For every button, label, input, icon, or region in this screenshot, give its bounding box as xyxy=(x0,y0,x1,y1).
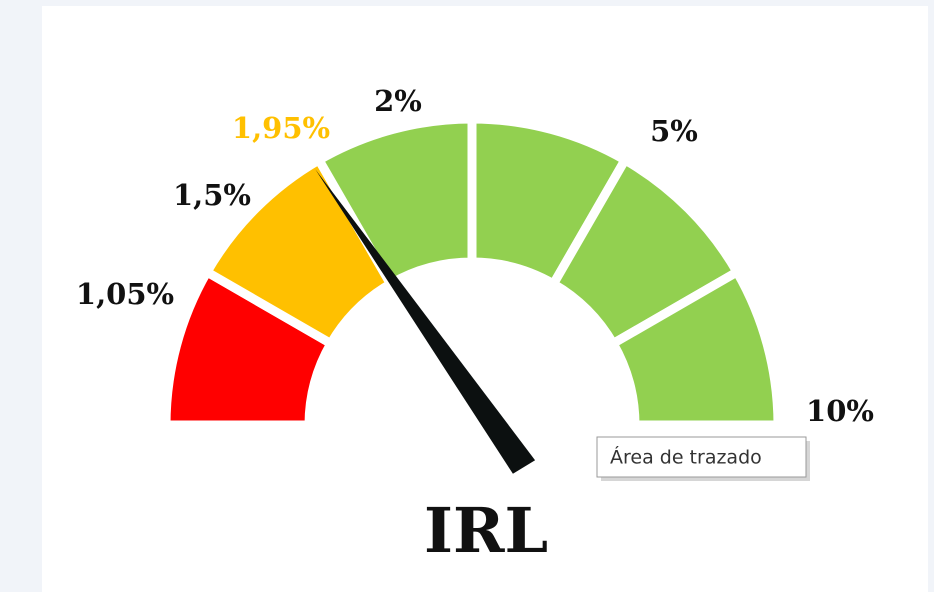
tooltip-box xyxy=(596,436,807,478)
segment-label: 1,95% xyxy=(232,111,330,145)
segment-label: 10% xyxy=(806,394,874,428)
tooltip: Área de trazado xyxy=(596,436,810,481)
segment-label: 1,5% xyxy=(173,178,251,212)
gauge-segment xyxy=(607,265,783,430)
segment-label: 5% xyxy=(650,114,698,148)
segment-label: 2% xyxy=(374,84,422,118)
needle xyxy=(315,169,536,474)
segment-label: 1,05% xyxy=(76,277,174,311)
gauge: 1,05% 1,5% 1,95% 2% 5% 10% xyxy=(76,84,874,474)
chart-title: IRL xyxy=(424,494,548,567)
tooltip-text: Área de trazado xyxy=(610,446,762,469)
